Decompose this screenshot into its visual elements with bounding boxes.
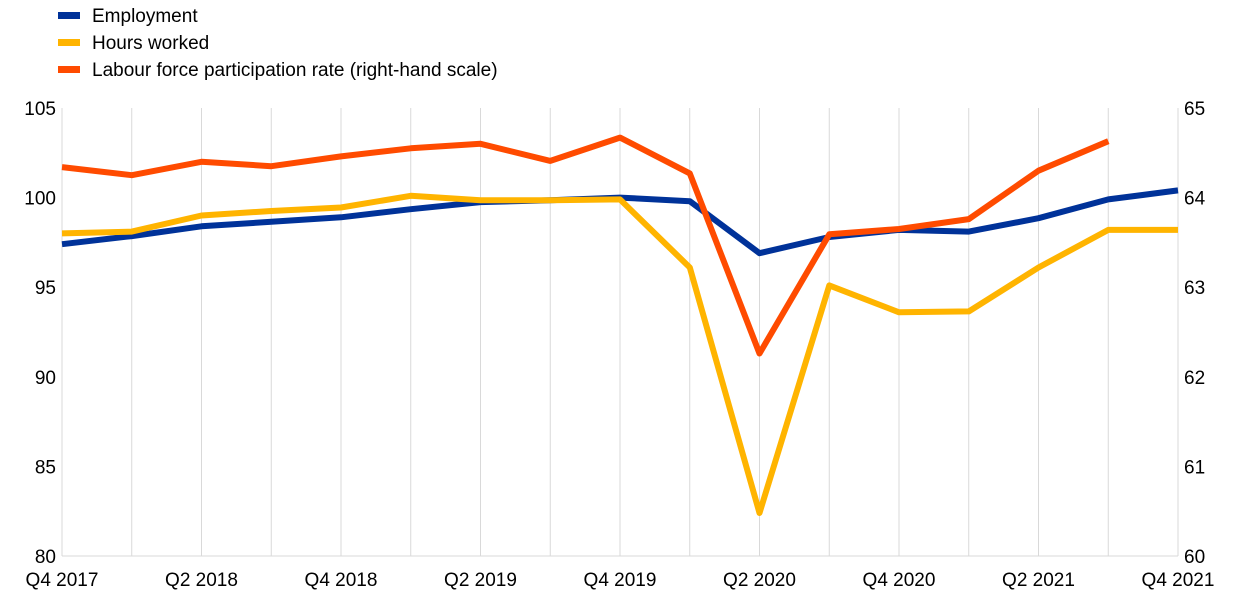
grid-lines [61,108,1179,556]
y-tick-label-right: 65 [1184,99,1205,120]
y-tick-label-left: 100 [24,189,56,210]
legend-label: Hours worked [92,33,209,54]
legend-label: Labour force participation rate (right-h… [92,60,498,81]
y-tick-label-left: 95 [35,278,56,299]
x-tick-label: Q2 2020 [723,570,796,591]
legend-swatch [58,66,80,73]
x-tick-label: Q4 2020 [863,570,936,591]
series-line-3 [61,134,1110,357]
x-tick-label: Q4 2019 [584,570,657,591]
y-tick-label-right: 60 [1184,547,1205,568]
x-tick-label: Q2 2018 [165,570,238,591]
y-tick-label-right: 61 [1184,457,1205,478]
legend-swatch [58,39,80,46]
legend-swatch [58,12,80,19]
legend-label: Employment [92,6,198,27]
y-tick-label-left: 105 [24,99,56,120]
axes: 80 85 90 95 100 105 60 61 62 63 64 65 Q4 2017 Q2 2018… [24,99,1214,591]
x-tick-label: Q4 2018 [305,570,378,591]
legend: Employment Hours worked Labour force parti… [58,6,498,81]
y-tick-label-right: 64 [1184,189,1206,210]
series-line-2 [61,192,1178,516]
x-tick-label: Q2 2019 [444,570,517,591]
series-lines [61,134,1179,516]
y-tick-label-right: 62 [1184,368,1205,389]
x-tick-label: Q2 2021 [1002,570,1075,591]
y-tick-label-left: 80 [35,547,56,568]
x-tick-label: Q4 2021 [1142,570,1215,591]
y-tick-label-left: 90 [35,368,56,389]
y-tick-label-left: 85 [35,457,56,478]
x-tick-label: Q4 2017 [26,570,99,591]
y-tick-label-right: 63 [1184,278,1205,299]
